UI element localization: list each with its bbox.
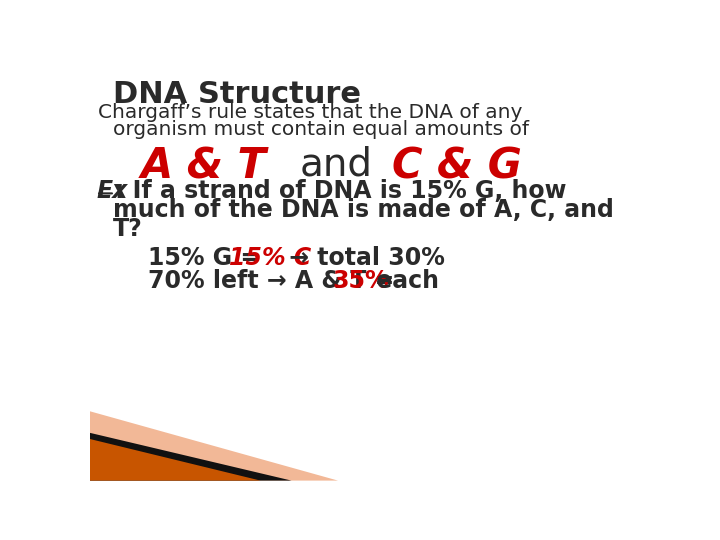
Text: much of the DNA is made of A, C, and: much of the DNA is made of A, C, and xyxy=(113,198,614,222)
Polygon shape xyxy=(90,439,261,481)
Text: T?: T? xyxy=(113,217,143,241)
Text: 15% G =: 15% G = xyxy=(148,246,269,270)
Polygon shape xyxy=(90,433,292,481)
Polygon shape xyxy=(90,411,338,481)
Text: Ex: Ex xyxy=(96,179,127,202)
Text: C & G: C & G xyxy=(392,146,522,188)
Text: 35%: 35% xyxy=(333,269,390,293)
Text: 15% C: 15% C xyxy=(229,246,311,270)
Text: Chargaff’s rule states that the DNA of any: Chargaff’s rule states that the DNA of a… xyxy=(98,103,522,122)
Text: each: each xyxy=(368,269,439,293)
Text: : If a strand of DNA is 15% G, how: : If a strand of DNA is 15% G, how xyxy=(114,179,567,202)
Text: organism must contain equal amounts of: organism must contain equal amounts of xyxy=(113,120,529,139)
Text: 70% left → A & T =: 70% left → A & T = xyxy=(148,269,402,293)
Text: and: and xyxy=(300,146,372,184)
Text: DNA Structure: DNA Structure xyxy=(113,80,361,109)
Text: → total 30%: → total 30% xyxy=(282,246,445,270)
Text: A & T: A & T xyxy=(140,146,266,188)
